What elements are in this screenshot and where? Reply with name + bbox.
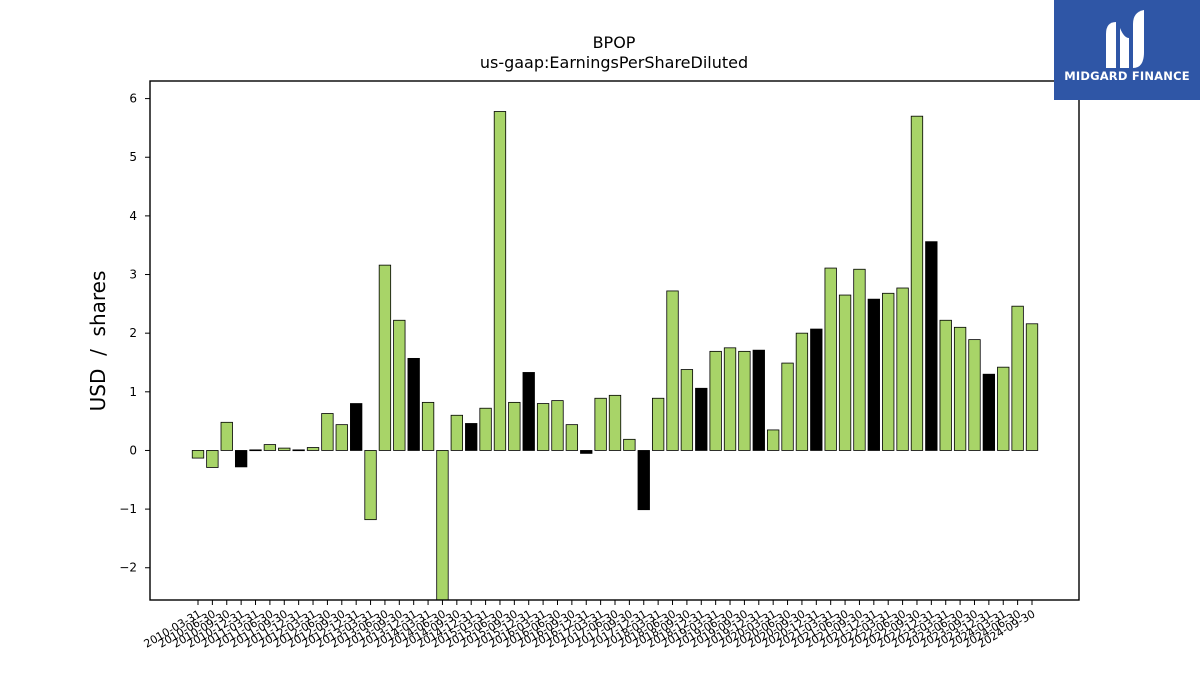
y-tick-label: 0 xyxy=(129,443,137,457)
y-tick-label: 2 xyxy=(129,326,137,340)
plot-frame xyxy=(149,80,1080,601)
bar-2014-12-31 xyxy=(465,423,478,451)
bar-2011-06-30 xyxy=(263,444,277,451)
bar-2013-09-30 xyxy=(393,319,406,451)
bar-2020-06-30 xyxy=(781,362,794,451)
bar-2014-06-30 xyxy=(436,450,449,601)
y-axis-label: USD / shares xyxy=(86,271,110,412)
x-axis-ticks: 2010-03-312010-06-302010-09-302010-12-31… xyxy=(142,600,1038,651)
bar-2019-06-30 xyxy=(723,347,737,451)
bar-2012-06-30 xyxy=(321,413,334,451)
bar-2015-03-31 xyxy=(479,407,492,451)
bar-2010-03-31 xyxy=(191,450,205,459)
bar-2019-12-31 xyxy=(752,349,765,451)
chart-subtitle: us-gaap:EarningsPerShareDiluted xyxy=(480,53,748,72)
y-tick-label: −1 xyxy=(119,502,137,516)
chart-title: BPOP xyxy=(593,33,636,52)
bar-2017-12-31 xyxy=(637,450,650,511)
bar-2018-09-30 xyxy=(680,369,694,451)
bar-2014-09-30 xyxy=(450,414,463,451)
y-tick-label: 4 xyxy=(129,209,137,223)
bar-2023-12-31 xyxy=(982,373,996,451)
bar-2016-12-31 xyxy=(580,450,593,454)
bar-2013-06-30 xyxy=(378,264,392,451)
bar-2010-12-31 xyxy=(234,450,248,468)
bar-2013-12-31 xyxy=(407,357,420,451)
bar-2022-09-30 xyxy=(910,115,924,451)
bar-2021-12-31 xyxy=(867,298,880,451)
bar-2022-12-31 xyxy=(925,241,938,451)
bar-2024-03-31 xyxy=(997,366,1010,451)
bar-2021-03-31 xyxy=(824,267,837,451)
y-tick-label: 5 xyxy=(129,150,137,164)
bar-2020-12-31 xyxy=(810,328,823,451)
bar-2021-09-30 xyxy=(853,268,866,451)
bar-2015-12-31 xyxy=(522,372,535,451)
bar-2012-03-31 xyxy=(306,447,320,451)
bar-2015-06-30 xyxy=(493,111,507,451)
bar-2024-06-30 xyxy=(1011,305,1024,451)
y-tick-label: 3 xyxy=(129,268,137,282)
bar-2016-03-31 xyxy=(536,403,550,451)
bar-2010-06-30 xyxy=(206,450,219,468)
bar-2018-12-31 xyxy=(695,387,708,451)
bar-2020-03-31 xyxy=(767,429,780,451)
brand-name: MIDGARD FINANCE xyxy=(1064,69,1190,83)
bar-2017-06-30 xyxy=(608,394,622,451)
bar-2014-03-31 xyxy=(421,401,435,451)
bar-2023-09-30 xyxy=(968,339,981,451)
bar-2020-09-30 xyxy=(795,332,809,451)
bar-2019-09-30 xyxy=(738,350,751,451)
bar-2023-06-30 xyxy=(953,326,967,451)
y-axis-ticks: −2 −1 0 1 2 3 4 5 6 xyxy=(119,92,150,575)
bar-2017-03-31 xyxy=(594,397,607,451)
bar-2018-06-30 xyxy=(666,290,679,451)
bars-layer xyxy=(191,111,1039,601)
y-tick-label: 6 xyxy=(129,92,137,106)
bar-2015-09-30 xyxy=(508,401,521,451)
bar-2011-03-31 xyxy=(249,449,262,452)
y-tick-label: 1 xyxy=(129,385,137,399)
bar-2017-09-30 xyxy=(623,438,636,451)
bar-2018-03-31 xyxy=(651,397,665,451)
brand-logo: MIDGARD FINANCE xyxy=(1054,0,1200,100)
bar-2012-09-30 xyxy=(335,424,348,451)
bar-2012-12-31 xyxy=(350,403,363,451)
bar-2024-09-30 xyxy=(1025,323,1039,451)
bar-2016-06-30 xyxy=(551,400,564,451)
bar-2021-06-30 xyxy=(838,294,852,451)
midgard-m-logo-icon xyxy=(1106,10,1144,68)
bar-2013-03-31 xyxy=(364,450,377,521)
bar-2011-09-30 xyxy=(278,447,291,451)
y-tick-label: −2 xyxy=(119,561,137,575)
bar-2011-12-31 xyxy=(292,449,305,452)
bar-2016-09-30 xyxy=(565,424,579,451)
bar-2023-03-31 xyxy=(939,319,952,451)
bar-2010-09-30 xyxy=(220,421,233,451)
bar-2022-03-31 xyxy=(882,292,895,451)
bar-2022-06-30 xyxy=(896,287,909,451)
bar-2019-03-31 xyxy=(709,350,722,451)
